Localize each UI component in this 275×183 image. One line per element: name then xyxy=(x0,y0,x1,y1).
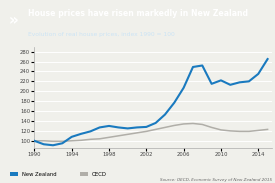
Text: House prices have risen markedly in New Zealand: House prices have risen markedly in New … xyxy=(28,9,248,18)
Text: »: » xyxy=(8,14,18,29)
Legend: New Zealand, OECD: New Zealand, OECD xyxy=(8,170,109,179)
Text: Evolution of real house prices, index 1990 = 100: Evolution of real house prices, index 19… xyxy=(28,32,174,37)
Text: Source: OECD, Economic Survey of New Zealand 2015: Source: OECD, Economic Survey of New Zea… xyxy=(160,178,272,182)
